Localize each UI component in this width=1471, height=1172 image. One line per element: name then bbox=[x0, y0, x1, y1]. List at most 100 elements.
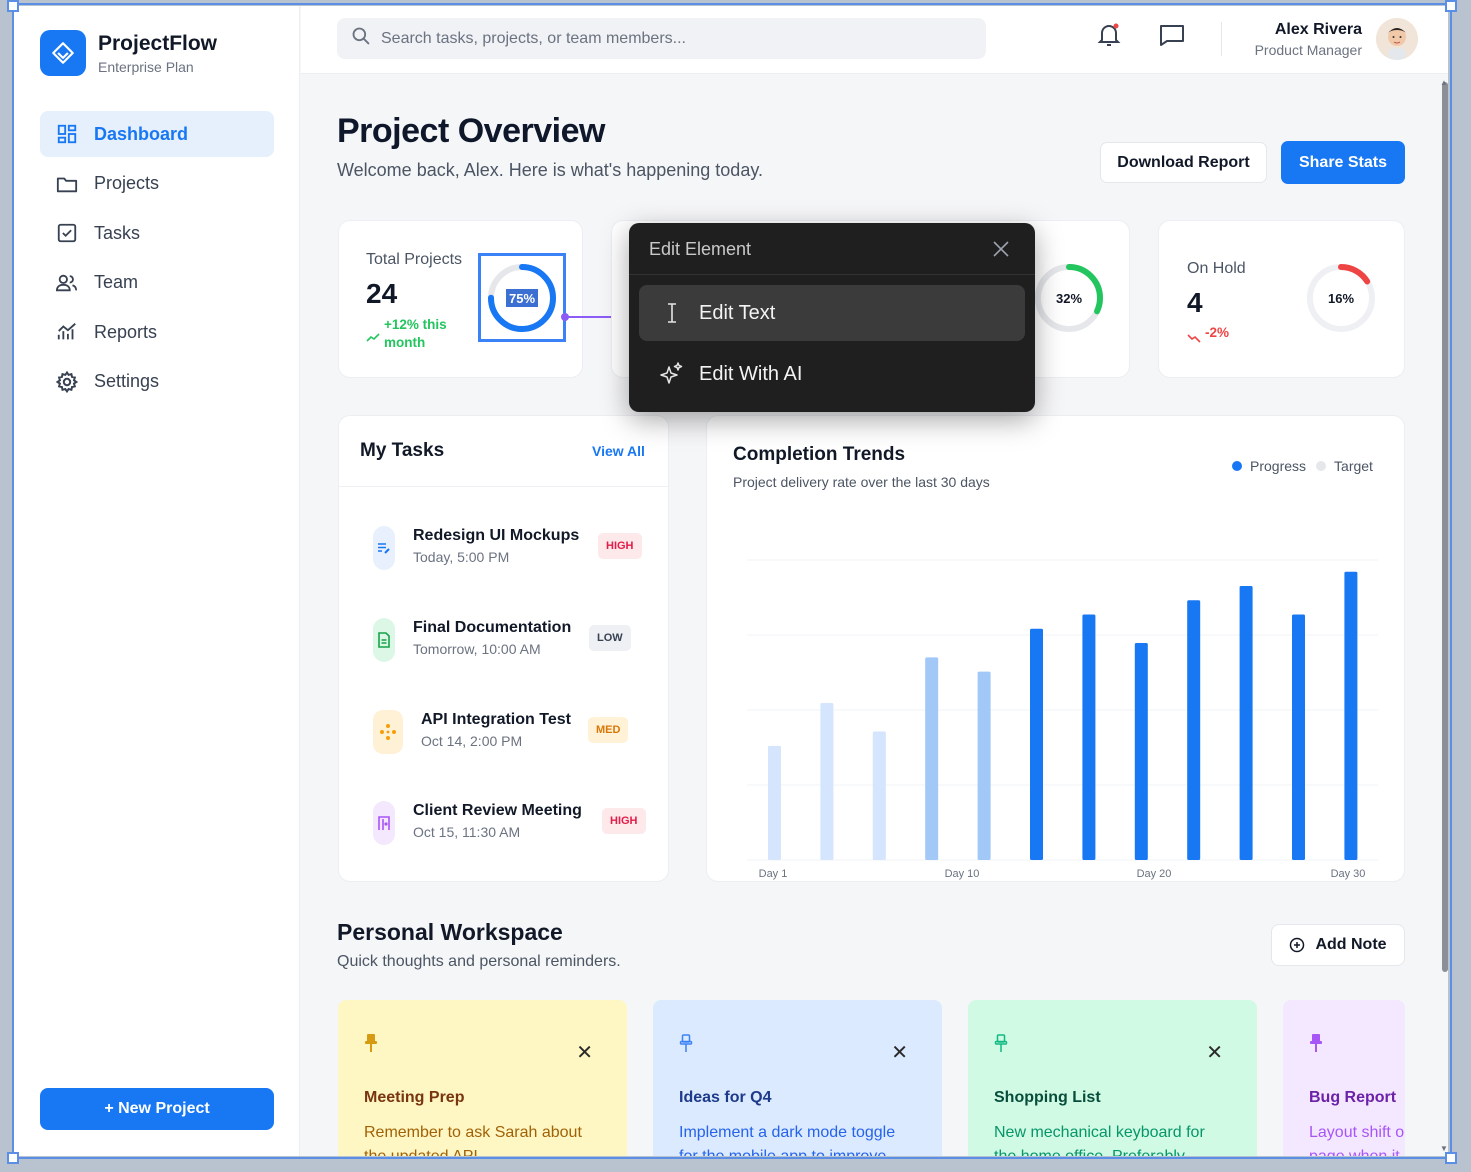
add-note-button[interactable]: Add Note bbox=[1271, 924, 1405, 966]
sidebar-item-team[interactable]: Team bbox=[40, 260, 274, 306]
scroll-up-arrow[interactable]: ▲ bbox=[1440, 78, 1448, 87]
page-title: Project Overview bbox=[337, 112, 605, 150]
sparkle-icon bbox=[659, 361, 685, 387]
scrollbar[interactable] bbox=[1442, 82, 1448, 972]
note-body: Implement a dark mode toggle for the mob… bbox=[679, 1121, 895, 1156]
chart-bar[interactable] bbox=[872, 731, 886, 860]
chart-bar[interactable] bbox=[768, 745, 781, 860]
close-icon[interactable]: ✕ bbox=[576, 1042, 593, 1064]
user-menu[interactable]: Alex Rivera Product Manager bbox=[1255, 18, 1418, 60]
text-cursor-icon bbox=[659, 300, 685, 326]
edit-text-label: Edit Text bbox=[699, 301, 776, 324]
legend-label-progress: Progress bbox=[1250, 458, 1307, 474]
meeting-room-icon bbox=[373, 801, 395, 845]
chart-subtitle: Project delivery rate over the last 30 d… bbox=[733, 474, 990, 490]
ring-label: 32% bbox=[1056, 291, 1082, 306]
messages-button[interactable] bbox=[1157, 22, 1187, 52]
resize-handle[interactable] bbox=[1445, 1152, 1457, 1164]
selection-frame-bottom bbox=[14, 1157, 1448, 1159]
x-tick-label: Day 20 bbox=[1137, 868, 1172, 880]
close-icon[interactable]: ✕ bbox=[1206, 1042, 1223, 1064]
view-all-link[interactable]: View All bbox=[592, 443, 645, 459]
resize-handle[interactable] bbox=[1445, 0, 1457, 12]
x-tick-label: Day 1 bbox=[759, 868, 788, 880]
scroll-down-arrow[interactable]: ▼ bbox=[1440, 1144, 1448, 1153]
task-time: Today, 5:00 PM bbox=[413, 549, 510, 565]
edit-with-ai-option[interactable]: Edit With AI bbox=[639, 346, 1025, 402]
new-project-button[interactable]: + New Project bbox=[40, 1088, 274, 1130]
chart-bar[interactable] bbox=[1082, 614, 1096, 860]
priority-badge: HIGH bbox=[602, 808, 646, 834]
task-time: Tomorrow, 10:00 AM bbox=[413, 641, 541, 657]
priority-badge: MED bbox=[588, 717, 629, 743]
chart-bar[interactable] bbox=[820, 703, 834, 860]
stat-card-total: Total Projects 24 +12% this month bbox=[338, 220, 583, 378]
folder-icon bbox=[54, 171, 80, 197]
chart-bar[interactable] bbox=[1344, 571, 1358, 860]
sidebar-item-tasks[interactable]: Tasks bbox=[40, 210, 274, 256]
selection-connector-dot[interactable] bbox=[561, 313, 569, 321]
trend-up-icon bbox=[366, 329, 380, 347]
team-icon bbox=[54, 270, 80, 296]
chart-bar[interactable] bbox=[977, 671, 991, 860]
edit-list-icon bbox=[373, 526, 395, 570]
workspace-subtitle: Quick thoughts and personal reminders. bbox=[337, 953, 621, 970]
resize-handle[interactable] bbox=[7, 1152, 19, 1164]
search-input[interactable] bbox=[381, 29, 941, 48]
note-title: Shopping List bbox=[994, 1089, 1101, 1106]
task-item[interactable]: API Integration Test Oct 14, 2:00 PM MED bbox=[373, 708, 653, 758]
edit-text-option[interactable]: Edit Text bbox=[639, 285, 1025, 341]
sidebar-item-settings[interactable]: Settings bbox=[40, 359, 274, 405]
close-icon[interactable]: ✕ bbox=[891, 1042, 908, 1064]
progress-ring-on-hold: 16% bbox=[1307, 264, 1375, 332]
user-name: Alex Rivera bbox=[1274, 20, 1362, 38]
brand[interactable]: ProjectFlow Enterprise Plan bbox=[40, 30, 217, 76]
chart-bar[interactable] bbox=[925, 657, 939, 860]
avatar[interactable] bbox=[1376, 18, 1418, 60]
pin-icon[interactable] bbox=[1309, 1034, 1323, 1059]
task-item[interactable]: Redesign UI Mockups Today, 5:00 PM HIGH bbox=[373, 524, 653, 574]
chart-bar[interactable] bbox=[1239, 585, 1253, 860]
pin-icon[interactable] bbox=[679, 1034, 693, 1059]
chart-bar[interactable] bbox=[1134, 643, 1148, 860]
sidebar-item-reports[interactable]: Reports bbox=[40, 309, 274, 355]
note-card[interactable]: Bug Report Layout shift o page when it bbox=[1283, 1000, 1405, 1156]
note-card[interactable]: ✕ Shopping List New mechanical keyboard … bbox=[968, 1000, 1257, 1156]
task-item[interactable]: Final Documentation Tomorrow, 10:00 AM L… bbox=[373, 616, 653, 666]
priority-badge: HIGH bbox=[598, 533, 642, 559]
close-icon[interactable] bbox=[991, 239, 1011, 259]
edit-with-ai-label: Edit With AI bbox=[699, 362, 803, 385]
note-card[interactable]: ✕ Meeting Prep Remember to ask Sarah abo… bbox=[338, 1000, 627, 1156]
sidebar-item-projects[interactable]: Projects bbox=[40, 161, 274, 207]
stat-value: 24 bbox=[366, 278, 398, 309]
stat-change: -2% bbox=[1205, 325, 1230, 340]
share-stats-button[interactable]: Share Stats bbox=[1281, 141, 1405, 184]
resize-handle[interactable] bbox=[7, 0, 19, 12]
x-tick-label: Day 30 bbox=[1331, 868, 1366, 880]
legend-label-target: Target bbox=[1334, 458, 1373, 474]
popup-header: Edit Element bbox=[629, 223, 1035, 275]
user-role: Product Manager bbox=[1254, 41, 1362, 58]
task-item[interactable]: Client Review Meeting Oct 15, 11:30 AM H… bbox=[373, 799, 653, 849]
task-name: Redesign UI Mockups bbox=[413, 527, 580, 544]
sidebar-item-dashboard[interactable]: Dashboard bbox=[40, 111, 274, 157]
notifications-button[interactable] bbox=[1094, 22, 1124, 52]
chart-bar[interactable] bbox=[1292, 614, 1305, 860]
note-card[interactable]: ✕ Ideas for Q4 Implement a dark mode tog… bbox=[653, 1000, 942, 1156]
task-name: Client Review Meeting bbox=[413, 802, 582, 819]
sidebar-nav: Dashboard Projects Tasks Team bbox=[40, 111, 274, 408]
search-bar[interactable] bbox=[337, 18, 986, 59]
chart-bar[interactable] bbox=[1030, 628, 1043, 860]
download-report-button[interactable]: Download Report bbox=[1100, 142, 1267, 183]
sidebar-item-label: Reports bbox=[94, 321, 158, 342]
note-body-line: New mechanical keyboard for bbox=[994, 1124, 1205, 1141]
task-name: Final Documentation bbox=[413, 619, 572, 636]
pin-icon[interactable] bbox=[994, 1034, 1008, 1059]
chart-legend: Progress Target bbox=[1232, 458, 1373, 474]
plus-circle-icon bbox=[1289, 937, 1305, 953]
chart-bar[interactable] bbox=[1187, 600, 1201, 860]
search-icon bbox=[351, 26, 371, 51]
pin-icon[interactable] bbox=[364, 1034, 378, 1059]
stat-label: On Hold bbox=[1187, 260, 1246, 277]
note-body-line: the home office. Preferably bbox=[994, 1145, 1205, 1156]
